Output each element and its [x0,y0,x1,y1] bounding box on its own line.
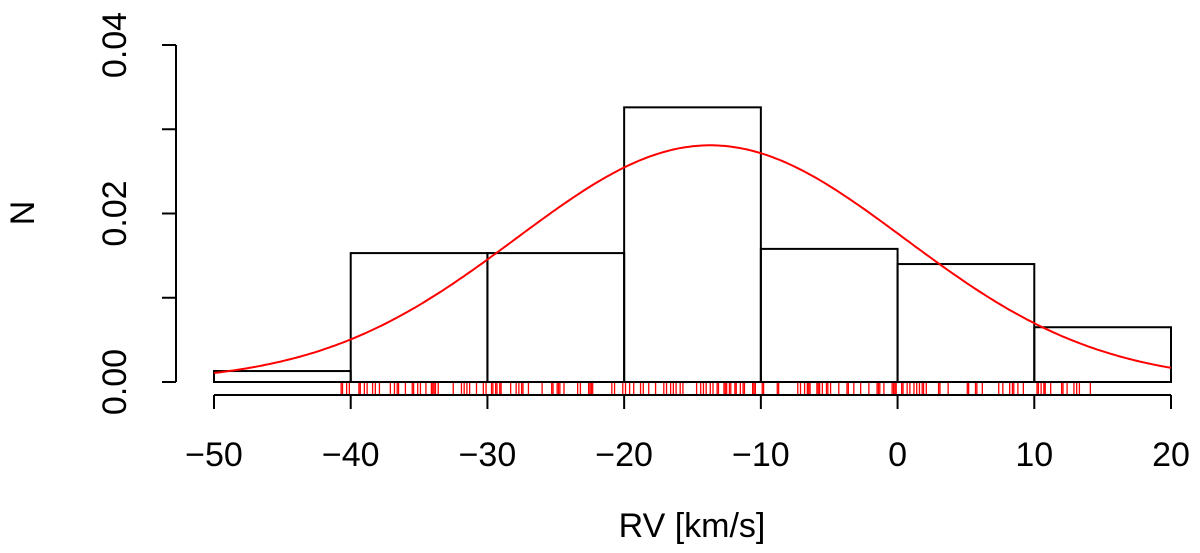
x-axis: −50 −40 −30 −20 −10 0 10 20 [185,394,1190,474]
x-tick-label: −10 [732,436,790,474]
rug-marks [340,383,1091,395]
x-tick-label: −30 [459,436,517,474]
y-axis-title: N [4,201,42,226]
x-tick-label: −40 [322,436,380,474]
histogram-bar [486,252,626,383]
y-tick-label: 0.02 [96,180,134,246]
y-axis: 0.00 0.02 0.04 [96,12,177,415]
x-axis-title: RV [km/s] [619,507,766,545]
x-tick-label: 10 [1015,436,1053,474]
x-tick-label: 0 [888,436,907,474]
histogram-bar [349,252,489,383]
histogram-bar [1033,326,1173,383]
x-tick-label: −20 [595,436,653,474]
y-tick-label: 0.04 [96,12,134,78]
y-tick-label: 0.00 [96,349,134,415]
normal-fit-curve [213,144,1172,374]
histogram-bar [759,247,899,383]
x-tick-label: −50 [185,436,243,474]
x-tick-label: 20 [1152,436,1190,474]
histogram-bar [623,106,762,383]
histogram-bar [213,370,352,383]
histogram-bars [213,106,1173,383]
